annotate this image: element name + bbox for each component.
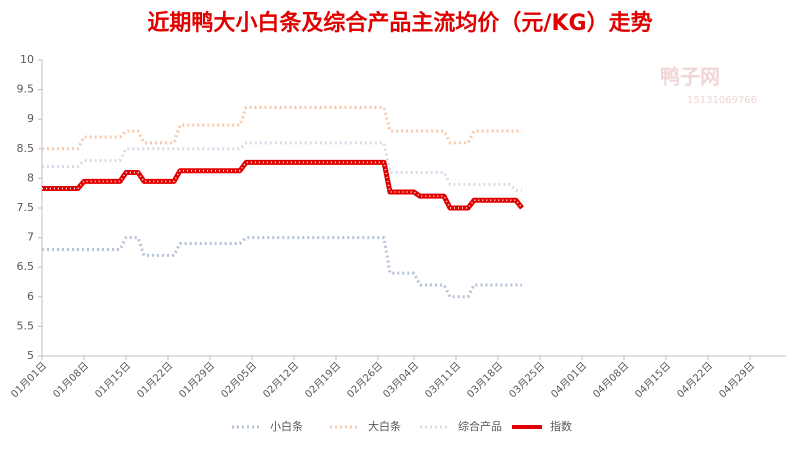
y-tick-label: 9 [27,112,34,125]
y-tick-label: 6 [27,290,34,303]
watermark: 鸭子网 [660,65,720,89]
series-line-dots [42,161,523,209]
chart-title: 近期鸭大小白条及综合产品主流均价（元/KG）走势 [147,10,652,36]
legend-label: 大白条 [368,419,401,433]
series-line [42,141,522,192]
y-tick-label: 5.5 [17,319,35,332]
y-tick-label: 10 [20,53,34,66]
y-tick-label: 5 [27,349,34,362]
watermark-phone: 15131069766 [687,95,757,106]
y-tick-label: 7.5 [17,201,35,214]
y-tick-label: 8.5 [17,142,35,155]
series-line [42,105,522,151]
legend-label: 指数 [550,419,572,433]
legend-label: 小白条 [270,419,303,433]
y-tick-label: 9.5 [17,83,35,96]
y-tick-label: 6.5 [17,260,35,273]
y-tick-label: 8 [27,171,34,184]
legend-label: 综合产品 [458,419,502,433]
y-tick-label: 7 [27,231,34,244]
